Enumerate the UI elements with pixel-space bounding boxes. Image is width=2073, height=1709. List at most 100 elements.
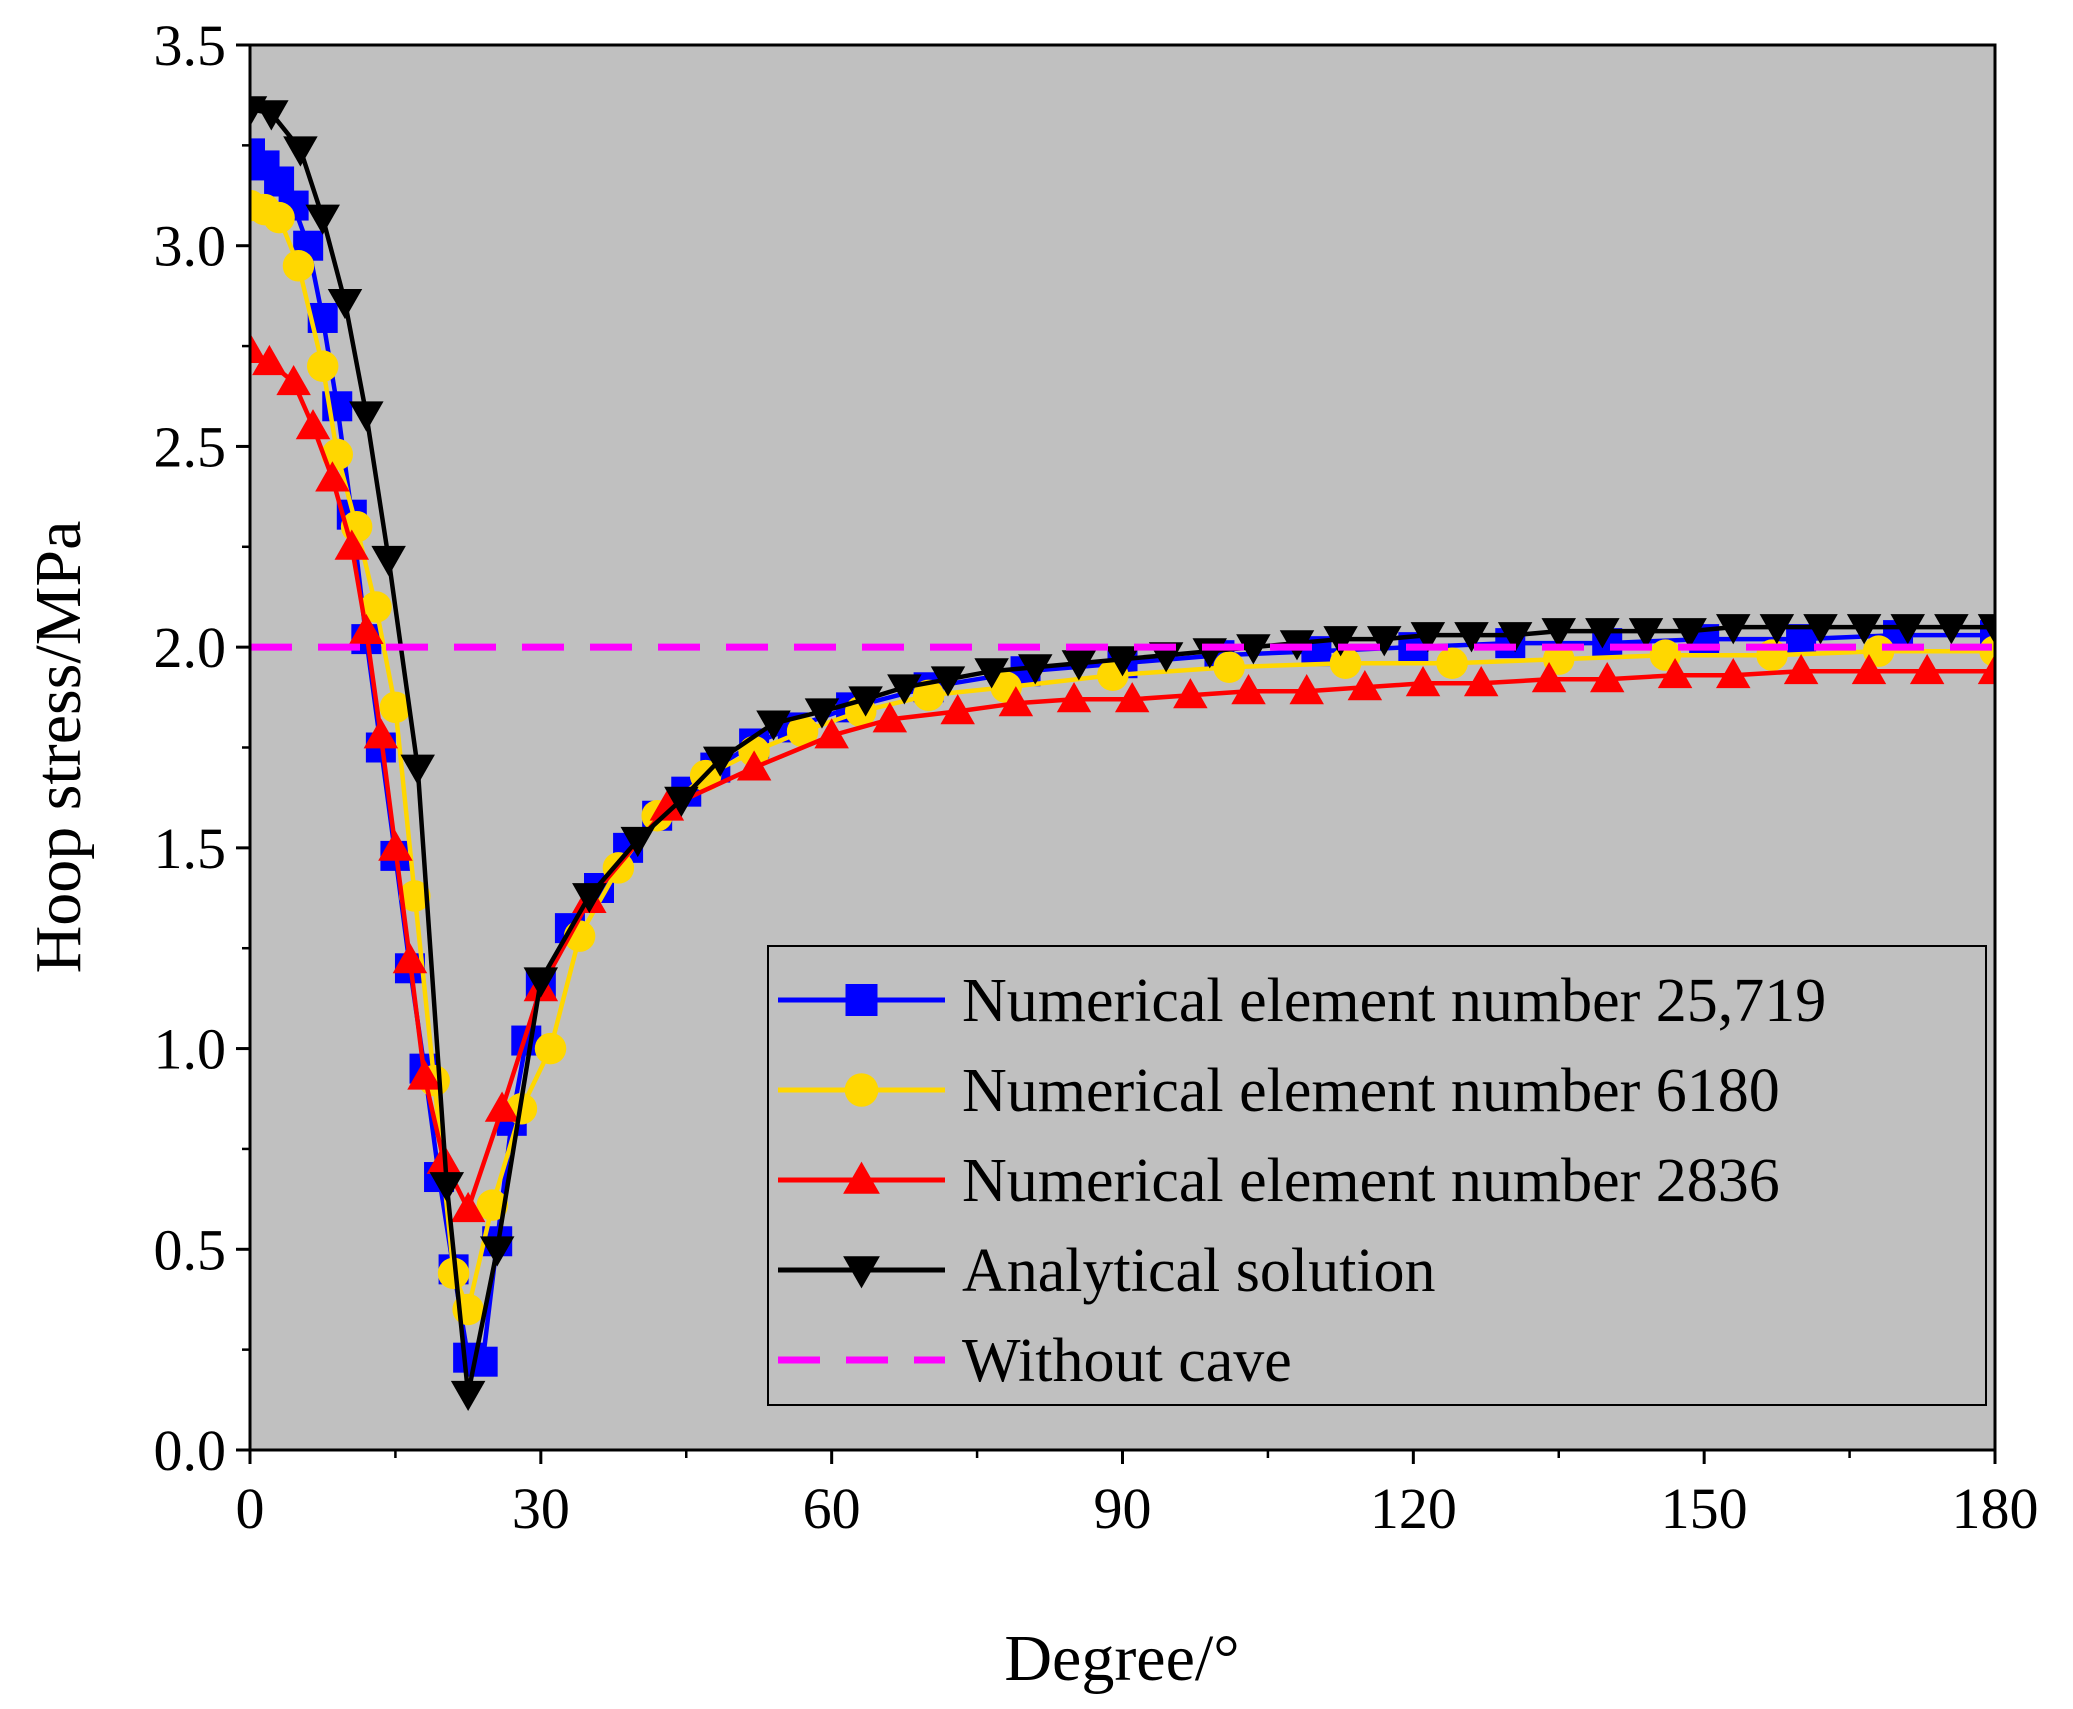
series-3-point-35: [1783, 653, 1819, 685]
series-4-point-45: [1977, 614, 1995, 645]
series-3-point-34: [1716, 657, 1751, 689]
series-2-point-29: [1436, 647, 1468, 679]
series-4-point-22: [974, 658, 1009, 689]
series-3-point-26: [1231, 674, 1266, 705]
series-4-point-12: [523, 967, 559, 998]
series-4-point-10: [450, 1380, 486, 1412]
series-3-point-36: [1851, 653, 1887, 685]
series-3-point-29: [1405, 666, 1441, 697]
legend-entry-3: Numerical element number 2836: [778, 1147, 1780, 1215]
series-3-point-31: [1531, 662, 1567, 693]
legend-entry-2: Numerical element number 6180: [778, 1057, 1780, 1125]
legend-marker: [843, 1161, 880, 1194]
series-4-point-43: [1890, 614, 1925, 645]
series-4-point-41: [1803, 614, 1838, 645]
series-4-point-16: [702, 746, 738, 777]
series-3-point-27: [1289, 674, 1324, 705]
series-3-point-3: [276, 364, 311, 396]
legend-box: [767, 945, 1987, 1406]
series-4-point-17: [756, 710, 791, 741]
y-tick-label: 3.5: [154, 13, 227, 78]
series-3-point-30: [1463, 666, 1499, 697]
series-4-point-39: [1716, 614, 1751, 645]
series-3-point-38: [1977, 653, 1995, 685]
series-2-point-4: [282, 250, 315, 282]
series-4-point-37: [1628, 618, 1664, 649]
legend-label: Numerical element number 6180: [962, 1057, 1780, 1125]
series-4-point-3: [283, 136, 318, 167]
series-4-point-33: [1454, 622, 1489, 653]
x-tick-label: 180: [1952, 1476, 2039, 1541]
series-3-point-8: [363, 718, 399, 749]
series-2-point-28: [1329, 647, 1362, 679]
series-3-point-33: [1657, 657, 1693, 689]
series-2-point-34: [1979, 635, 1995, 667]
series-3-point-17: [649, 790, 685, 821]
series-4-point-44: [1934, 614, 1969, 645]
series-3-point-32: [1589, 662, 1625, 693]
series-3-point-9: [378, 830, 413, 861]
series-4-point-4: [305, 204, 340, 235]
x-tick-label: 0: [236, 1476, 265, 1541]
series-4-point-5: [327, 288, 363, 320]
series-4-point-6: [349, 401, 384, 432]
y-tick-label: 0.0: [154, 1418, 227, 1483]
legend-entry-4: Analytical solution: [778, 1237, 1436, 1305]
series-4-point-23: [1018, 654, 1053, 685]
series-4-point-35: [1541, 618, 1576, 649]
y-tick-label: 3.0: [154, 214, 227, 279]
legend-label: Analytical solution: [962, 1237, 1436, 1305]
series-4-point-19: [848, 686, 883, 717]
series-3-point-7: [349, 613, 384, 645]
y-tick-label: 1.5: [154, 816, 227, 881]
series-3-point-37: [1909, 653, 1945, 685]
series-4-point-9: [429, 1172, 465, 1203]
series-2-point-9: [379, 691, 412, 724]
series-2-point-24: [912, 679, 945, 712]
series-4-point-25: [1105, 646, 1140, 677]
series-layer: [250, 96, 1995, 1412]
x-axis-title: Degree/°: [1004, 1622, 1239, 1695]
series-3-point-28: [1347, 670, 1383, 701]
series-3-point-20: [872, 702, 908, 733]
series-4-point-8: [400, 754, 435, 785]
series-2-point-8: [360, 591, 392, 623]
series-3-point-2: [252, 344, 287, 376]
series-4-point-36: [1585, 618, 1620, 649]
x-tick-label: 120: [1370, 1476, 1457, 1541]
series-2-point-16: [534, 1032, 567, 1065]
series-2-point-22: [786, 715, 819, 748]
series-4-point-28: [1236, 634, 1271, 665]
legend-entry-5: Without cave: [778, 1327, 1292, 1395]
x-tick-label: 90: [1094, 1476, 1152, 1541]
series-4-point-15: [664, 786, 699, 817]
series-3-point-6: [334, 529, 370, 560]
ticks-layer: 0 30 60 90 120 150 180 0.0 0.5 1.0 1.5 2.0 2.5 3.0 3.5: [154, 13, 2039, 1541]
series-4: [250, 96, 1995, 1412]
x-tick-label: 150: [1661, 1476, 1748, 1541]
series-2-point-10: [399, 880, 431, 912]
series-4-point-20: [887, 674, 922, 705]
series-3-point-24: [1114, 682, 1150, 713]
legend-marker: [843, 1256, 880, 1289]
series-2-point-5: [306, 350, 339, 382]
series-3-point-21: [940, 694, 975, 725]
series-3-point-1: [250, 332, 268, 364]
y-tick-label: 1.0: [154, 1017, 227, 1082]
series-4-point-21: [930, 666, 966, 697]
series-4-point-24: [1061, 650, 1097, 681]
legend: Numerical element number 25,719 Numerical…: [767, 945, 1987, 1406]
legend-label: Numerical element number 2836: [962, 1147, 1780, 1215]
y-tick-label: 0.5: [154, 1217, 227, 1282]
series-3-point-23: [1056, 682, 1092, 713]
series-3-point-18: [736, 750, 772, 781]
series-4-point-18: [804, 698, 840, 729]
series-3-point-4: [295, 409, 331, 440]
series-4-point-40: [1759, 614, 1795, 645]
series-3-point-13: [450, 1191, 486, 1223]
series-4-point-34: [1497, 622, 1533, 653]
series-2-point-6: [321, 438, 353, 471]
y-tick-label: 2.5: [154, 414, 227, 479]
legend-label: Numerical element number 25,719: [962, 967, 1826, 1035]
